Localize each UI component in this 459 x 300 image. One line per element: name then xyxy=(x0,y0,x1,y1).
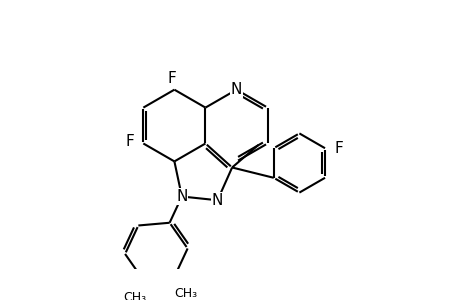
Text: F: F xyxy=(167,70,176,86)
Text: CH₃: CH₃ xyxy=(123,291,146,300)
Text: N: N xyxy=(176,189,187,204)
Text: F: F xyxy=(125,134,134,149)
Text: N: N xyxy=(230,82,242,97)
Text: F: F xyxy=(333,141,342,156)
Text: CH₃: CH₃ xyxy=(174,286,197,300)
Text: N: N xyxy=(212,193,223,208)
